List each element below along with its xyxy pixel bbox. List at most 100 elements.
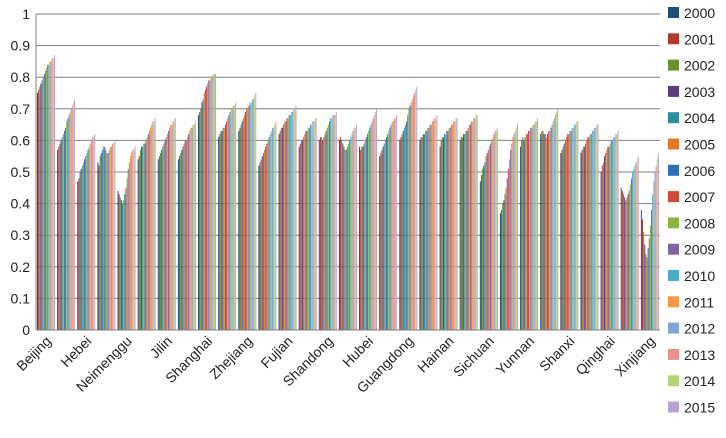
bar [448,127,450,330]
bar [295,105,297,330]
bar [266,143,268,330]
bar [43,74,45,330]
bar [449,127,451,330]
bar [551,124,553,330]
bar [218,137,220,330]
bar [455,118,457,330]
bar [504,194,506,330]
bar [615,134,617,330]
bar [379,156,381,330]
legend-label: 2001 [684,31,715,47]
bar [530,127,532,330]
bar [629,184,631,330]
bar [363,143,365,330]
x-tick-label: Hebei [57,333,94,370]
bar [220,130,222,330]
bar [150,127,152,330]
bar [247,108,249,330]
bar [235,102,237,330]
bar [66,121,68,330]
bar [468,124,470,330]
bar [533,124,535,330]
bar [577,121,579,330]
bar [93,137,95,330]
legend-item: 2010 [668,268,715,284]
bar [147,134,149,330]
x-tick-label: Beijing [13,333,54,374]
bar [152,121,154,330]
bar [642,219,643,330]
bar [415,89,417,330]
bar-group-heilongjiang [177,121,196,330]
bar [200,108,202,330]
bar [643,232,645,330]
bar [302,140,304,330]
bar [262,153,264,330]
legend-swatch [668,243,679,255]
bar [563,143,565,330]
legend-item: 2011 [668,294,714,310]
bar [479,181,481,330]
bar [604,156,605,330]
bar [532,124,534,330]
legend-swatch [668,375,679,387]
bar [407,115,409,331]
bar [441,137,443,330]
bar [333,115,335,331]
bar-group-anhui [258,121,277,330]
bar [389,127,391,330]
bar [275,121,277,330]
bar [623,194,624,330]
bar [278,134,280,330]
bar [332,115,334,331]
bar [198,115,200,331]
bar [186,137,188,330]
legend-label: 2008 [684,215,715,231]
bar [307,127,309,330]
bar [77,181,79,330]
bar [632,172,634,330]
bar-group-gansu [580,124,599,330]
bar [294,108,296,330]
bar [338,140,340,330]
bar [132,149,134,330]
bar [453,121,455,330]
bar [540,134,542,330]
bar [106,153,108,330]
bar [127,168,129,330]
bar [488,146,490,330]
bar [89,143,91,330]
bar [166,134,168,330]
bar [108,149,110,330]
bar [163,143,165,330]
bar [553,118,555,330]
bar [484,162,486,330]
bar [281,127,283,330]
bar [123,200,125,330]
bar [84,159,86,330]
bar [425,130,427,330]
y-axis-ticks: 0 0.1 0.2 0.3 0.4 0.5 0.6 0.7 0.8 0.9 1 [11,6,31,338]
bar [416,86,418,331]
bar [528,130,530,330]
bar [138,156,140,330]
bar [547,134,549,330]
bar [592,130,594,330]
bar [362,146,364,330]
bar [42,77,44,330]
legend-swatch [668,401,679,413]
bars [37,55,659,331]
legend-item: 2003 [668,84,715,100]
bar [529,130,531,330]
bar [421,137,423,330]
bar [602,162,604,330]
bar [561,149,563,330]
bar [491,140,493,330]
bar [543,134,545,330]
legend-item: 2007 [668,189,715,205]
bar [183,143,185,330]
bar-group-fujian [278,105,297,331]
bar-group-henan [338,124,357,330]
bar [381,149,383,330]
bar [72,102,74,330]
